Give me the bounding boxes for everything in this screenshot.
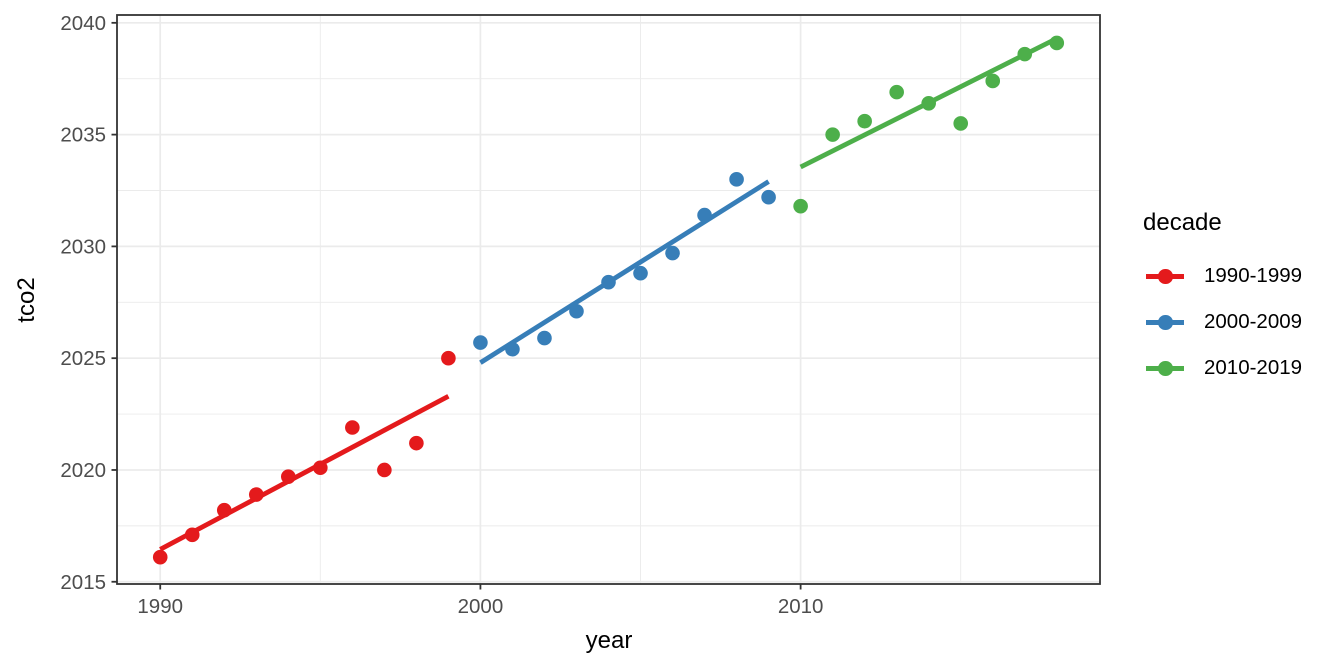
legend: decade 1990-1999 2000-2009 2010-2019 — [1143, 209, 1302, 400]
legend-key-dot — [1158, 361, 1173, 376]
x-tick-label: 2000 — [458, 595, 504, 618]
legend-label: 2010-2019 — [1204, 356, 1303, 379]
data-point — [793, 198, 808, 214]
panel-border — [116, 14, 1101, 585]
data-point — [216, 502, 232, 518]
data-point — [665, 245, 680, 261]
data-point — [921, 96, 936, 111]
data-point — [1049, 35, 1065, 51]
y-tick-label: 2020 — [60, 459, 106, 482]
legend-key-blue — [1146, 308, 1184, 336]
data-point — [633, 265, 648, 281]
legend-label: 1990-1999 — [1204, 264, 1303, 287]
data-point — [537, 330, 552, 346]
legend-entry-2000-2009: 2000-2009 — [1146, 308, 1302, 336]
data-point — [409, 435, 424, 451]
data-point — [601, 274, 616, 290]
data-point — [505, 341, 520, 357]
panel-background — [117, 15, 1100, 584]
data-point — [569, 303, 584, 319]
legend-entry-2010-2019: 2010-2019 — [1146, 354, 1302, 382]
data-point — [953, 116, 969, 131]
y-tick-label: 2025 — [60, 347, 106, 370]
data-point — [345, 420, 360, 435]
x-tick-label: 2010 — [778, 595, 824, 618]
data-point — [985, 73, 1001, 89]
data-point — [152, 549, 168, 565]
trend-line — [479, 179, 770, 365]
x-axis-title: year — [585, 627, 633, 654]
x-tick-label: 1990 — [137, 595, 183, 618]
data-point — [441, 350, 456, 366]
data-point — [761, 189, 776, 205]
data-point — [248, 487, 264, 502]
data-point — [825, 127, 840, 142]
y-tick-label: 2040 — [60, 12, 106, 35]
y-tick-label: 2035 — [60, 124, 106, 147]
legend-label: 2000-2009 — [1204, 310, 1303, 333]
data-point — [697, 207, 712, 223]
data-point — [729, 172, 744, 187]
legend-key-red — [1146, 262, 1184, 290]
data-point — [473, 335, 488, 350]
data-point — [889, 84, 904, 100]
data-point — [377, 462, 392, 478]
data-point — [857, 113, 872, 129]
trend-line — [159, 394, 450, 552]
data-point — [313, 460, 328, 476]
legend-key-green — [1146, 354, 1184, 382]
data-point — [1017, 46, 1033, 62]
legend-entry-1990-1999: 1990-1999 — [1146, 262, 1302, 290]
legend-key-dot — [1158, 315, 1173, 330]
y-tick-label: 2015 — [60, 571, 106, 594]
legend-title: decade — [1143, 209, 1222, 236]
data-point — [281, 469, 296, 484]
y-tick-label: 2030 — [60, 235, 106, 258]
y-axis-title: tco2 — [13, 277, 40, 323]
legend-key-dot — [1158, 269, 1173, 284]
data-point — [184, 527, 200, 543]
